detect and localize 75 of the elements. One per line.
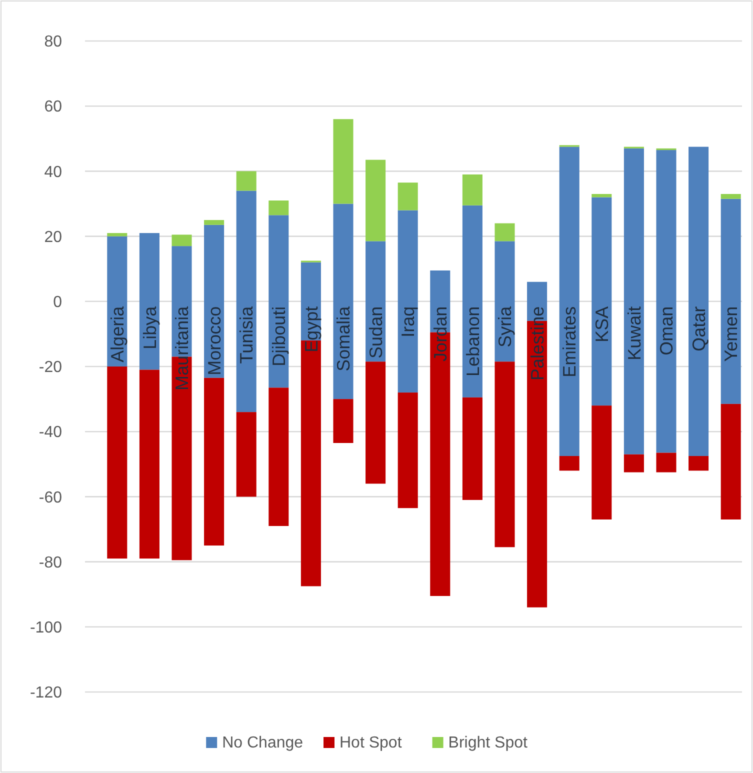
bar bbox=[333, 119, 354, 204]
x-tick-label: Qatar bbox=[688, 306, 709, 352]
x-tick-label: Tunisia bbox=[236, 305, 257, 364]
bar bbox=[462, 205, 482, 398]
bar bbox=[398, 392, 418, 508]
bar bbox=[236, 171, 256, 191]
x-tick-label: Egypt bbox=[301, 306, 322, 352]
bar bbox=[624, 148, 644, 454]
legend-label: Bright Spot bbox=[448, 734, 528, 752]
bar bbox=[333, 204, 354, 400]
y-tick-label: 0 bbox=[53, 294, 62, 311]
bar bbox=[720, 404, 741, 520]
x-tick-label: Jordan bbox=[430, 306, 450, 362]
bar bbox=[268, 200, 289, 216]
bar bbox=[559, 146, 580, 456]
x-tick-label: Algeria bbox=[107, 305, 128, 362]
bar bbox=[139, 370, 160, 559]
x-tick-label: Morocco bbox=[204, 306, 224, 376]
bar bbox=[624, 454, 644, 472]
x-tick-label: Djibouti bbox=[268, 306, 289, 366]
bar bbox=[398, 210, 418, 393]
x-tick-label: Oman bbox=[656, 306, 677, 356]
x-tick-label: Yemen bbox=[721, 306, 742, 362]
bar bbox=[204, 220, 224, 225]
x-tick-label: Mauritania bbox=[172, 305, 192, 390]
bar bbox=[333, 399, 354, 443]
bar bbox=[494, 362, 515, 548]
bar bbox=[366, 362, 386, 484]
bar bbox=[592, 197, 612, 406]
x-tick-label: Libya bbox=[140, 305, 160, 350]
y-tick-label: 40 bbox=[44, 164, 62, 181]
bar bbox=[204, 378, 224, 546]
y-tick-label: 20 bbox=[44, 228, 62, 246]
y-tick-label: -60 bbox=[38, 489, 62, 506]
bar bbox=[107, 366, 128, 559]
bar bbox=[656, 452, 676, 472]
x-tick-label: Sudan bbox=[366, 306, 386, 358]
y-tick-label: -20 bbox=[38, 359, 62, 376]
bar bbox=[462, 397, 482, 500]
bar bbox=[107, 233, 128, 236]
bar bbox=[268, 388, 289, 526]
bar bbox=[236, 412, 256, 497]
y-tick-label: -40 bbox=[38, 424, 62, 442]
bar bbox=[494, 223, 515, 242]
legend-label: Hot Spot bbox=[340, 734, 402, 752]
y-tick-label: -80 bbox=[38, 554, 62, 572]
bar bbox=[592, 194, 612, 198]
bar bbox=[236, 190, 256, 412]
x-tick-label: KSA bbox=[592, 306, 612, 342]
bar bbox=[462, 174, 482, 206]
bar bbox=[398, 182, 418, 210]
x-tick-label: Iraq bbox=[398, 306, 418, 338]
bar bbox=[139, 233, 160, 370]
bar bbox=[720, 194, 741, 199]
x-tick-label: Emirates bbox=[560, 306, 580, 378]
x-tick-label: Kuwait bbox=[624, 306, 644, 360]
bar bbox=[656, 150, 676, 453]
bar bbox=[172, 234, 192, 246]
y-tick-label: -100 bbox=[30, 620, 62, 636]
bar bbox=[688, 146, 709, 456]
x-tick-label: Somalia bbox=[334, 305, 354, 372]
bar bbox=[720, 198, 741, 404]
bar bbox=[688, 456, 709, 471]
bar bbox=[268, 215, 289, 388]
y-tick-label: 80 bbox=[44, 34, 62, 51]
y-tick-label: -120 bbox=[30, 684, 62, 702]
bar bbox=[366, 160, 386, 242]
x-tick-label: Syria bbox=[495, 305, 516, 348]
bar bbox=[559, 456, 580, 471]
legend-label: No Change bbox=[222, 734, 304, 752]
x-tick-label: Lebanon bbox=[462, 306, 483, 376]
bar bbox=[494, 241, 515, 362]
y-tick-label: 60 bbox=[44, 98, 62, 116]
x-tick-label: Palestine bbox=[527, 306, 548, 380]
bar bbox=[592, 406, 612, 520]
